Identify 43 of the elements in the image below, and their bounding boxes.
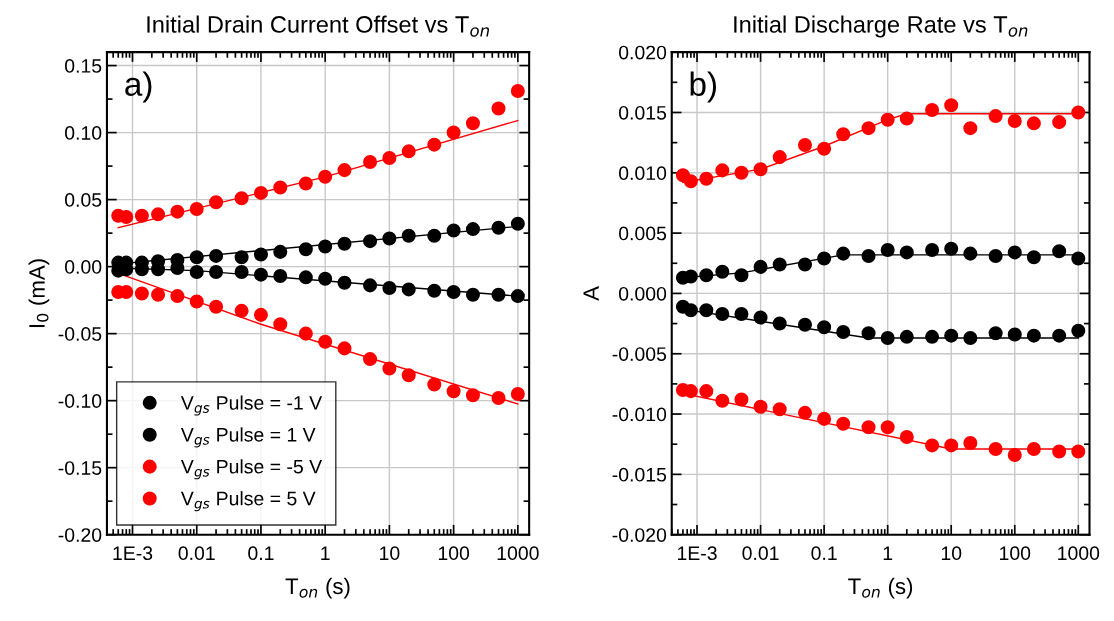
- x-tick-label: 1E-3: [677, 546, 717, 561]
- y-tick-label: 0.10: [65, 126, 102, 140]
- y-tick-label: 0.15: [65, 59, 102, 73]
- y-axis-title: A: [583, 286, 599, 301]
- x-axis-title: T$_{on}$ (s): [848, 577, 913, 599]
- x-tick-label: 10: [380, 546, 400, 561]
- y-tick-label: -0.010: [612, 407, 667, 422]
- x-tick-label: 1000: [497, 546, 539, 561]
- x-tick-label: 1E-3: [113, 546, 153, 561]
- y-tick-label: 0.015: [618, 105, 667, 120]
- legend-label: V$_{gs}$ Pulse = 1 V: [180, 427, 316, 448]
- x-tick-label: 10: [941, 546, 962, 561]
- legend-label: V$_{gs}$ Pulse = 5 V: [180, 491, 316, 512]
- x-tick-label: 1000: [1058, 546, 1100, 561]
- annotation: a): [125, 71, 152, 103]
- x-tick-label: 100: [1000, 546, 1031, 561]
- y-tick-label: 0.00: [65, 260, 102, 274]
- x-tick-label: 1: [883, 546, 893, 560]
- y-tick-label: -0.10: [58, 394, 102, 408]
- y-tick-label: -0.015: [612, 467, 667, 482]
- x-tick-label: 100: [438, 546, 470, 561]
- x-tick-label: 0.01: [178, 546, 215, 561]
- chart-title: Initial Drain Current Offset vs T$_{on}$: [147, 15, 489, 37]
- x-tick-label: 0.1: [248, 546, 274, 561]
- y-tick-label: -0.15: [58, 461, 102, 475]
- y-tick-label: -0.005: [612, 347, 667, 361]
- x-tick-label: 1: [321, 546, 330, 560]
- y-axis-title: I$_{0}$ (mA): [28, 259, 50, 328]
- x-tick-label: 0.1: [811, 546, 837, 561]
- y-tick-label: 0.020: [618, 45, 667, 60]
- x-tick-label: 0.01: [742, 546, 779, 561]
- y-tick-label: 0.000: [618, 286, 667, 301]
- legend-label: V$_{gs}$ Pulse = -1 V: [180, 395, 323, 416]
- y-tick-label: -0.05: [58, 327, 102, 341]
- y-tick-label: -0.020: [612, 528, 667, 542]
- legend-label: V$_{gs}$ Pulse = -5 V: [180, 459, 323, 480]
- annotation: b): [690, 71, 717, 103]
- chart-title: Initial Discharge Rate vs T$_{on}$: [734, 15, 1028, 38]
- y-tick-label: 0.005: [618, 226, 667, 241]
- x-axis-title: T$_{on}$ (s): [285, 577, 350, 599]
- y-tick-label: 0.05: [65, 193, 102, 207]
- y-tick-label: 0.010: [618, 166, 667, 181]
- y-tick-label: -0.20: [58, 528, 102, 542]
